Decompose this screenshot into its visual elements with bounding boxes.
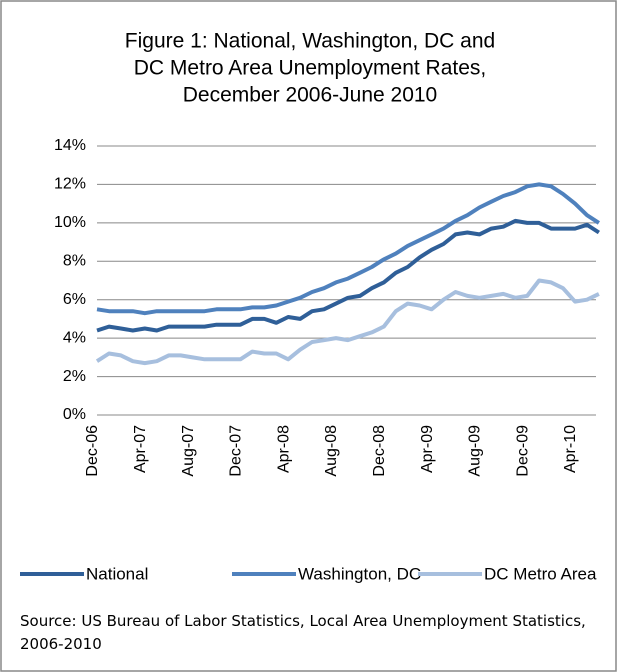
chart-title: Figure 1: National, Washington, DC and — [125, 30, 495, 53]
x-tick-label: Apr-08 — [275, 425, 292, 473]
y-tick-label: 10% — [54, 214, 86, 231]
x-tick-label: Apr-10 — [562, 425, 579, 473]
x-tick-label: Aug-07 — [180, 425, 197, 477]
chart-title: DC Metro Area Unemployment Rates, — [134, 57, 486, 80]
legend-label: DC Metro Area — [484, 564, 597, 583]
x-tick-label: Dec-06 — [84, 425, 101, 477]
y-tick-label: 0% — [63, 406, 86, 423]
legend-label: National — [86, 564, 148, 583]
x-tick-label: Apr-07 — [132, 425, 149, 473]
source-note: Source: US Bureau of Labor Statistics, L… — [20, 612, 586, 653]
series-line — [95, 278, 600, 366]
x-tick-label: Dec-07 — [228, 425, 245, 477]
chart-title: December 2006-June 2010 — [183, 84, 438, 107]
x-tick-label: Aug-08 — [323, 425, 340, 477]
y-tick-label: 6% — [63, 291, 86, 308]
y-tick-label: 14% — [54, 137, 86, 154]
series-line — [96, 182, 600, 316]
y-tick-label: 8% — [63, 253, 86, 270]
y-tick-label: 12% — [54, 176, 86, 193]
y-tick-label: 2% — [63, 368, 86, 385]
x-tick-label: Dec-08 — [371, 425, 388, 477]
legend-label: Washington, DC — [298, 564, 421, 583]
series-line — [96, 218, 600, 333]
x-tick-label: Dec-09 — [514, 425, 531, 477]
x-tick-label: Aug-09 — [467, 425, 484, 477]
y-tick-label: 4% — [63, 329, 86, 346]
x-tick-label: Apr-09 — [419, 425, 436, 473]
